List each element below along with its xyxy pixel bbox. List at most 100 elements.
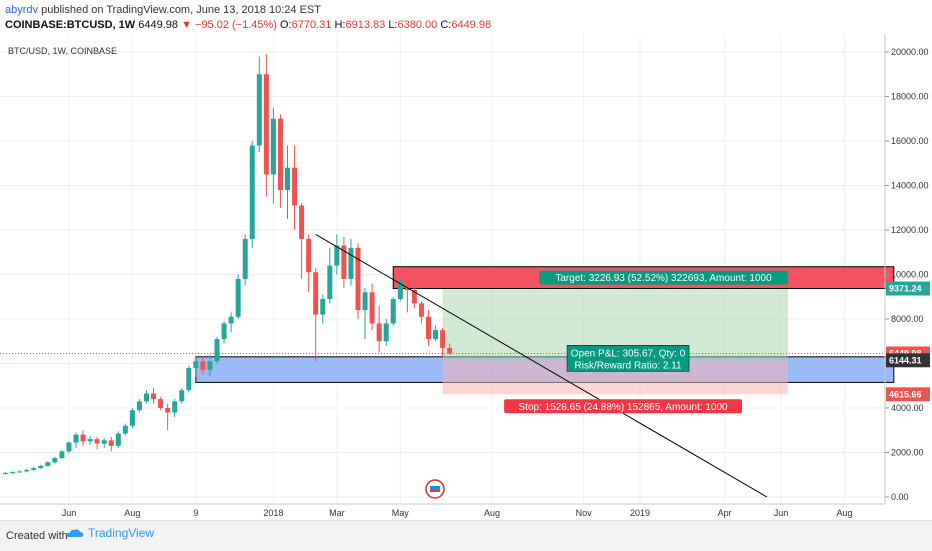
candles: [3, 54, 453, 475]
cloud-icon: [66, 529, 84, 537]
candle-body: [390, 298, 396, 324]
candle-body: [334, 245, 340, 266]
tradingview-logo[interactable]: TradingView: [66, 526, 154, 540]
candle-body: [24, 469, 30, 472]
tradingview-brand-text: TradingView: [88, 526, 155, 540]
ohlc-line: COINBASE:BTCUSD, 1W 6449.98 ▼ −95.02 (−1…: [5, 19, 491, 31]
flag-icon[interactable]: [425, 479, 445, 499]
price-tick-label: 20000.00: [891, 47, 929, 57]
candle-body: [256, 74, 262, 146]
candle-body: [277, 118, 283, 190]
time-tick-label: Apr: [718, 508, 732, 518]
time-axis[interactable]: Jun Aug 9 2018 Mar May Aug Nov 2019 Apr Jun Aug: [62, 508, 853, 518]
candle-body: [214, 339, 220, 362]
footer-bar: Created with TradingView: [0, 520, 932, 551]
candle-body: [80, 434, 86, 442]
candle-body: [306, 238, 312, 273]
candle-body: [348, 247, 354, 279]
price-tag-label: 6144.31: [889, 355, 922, 365]
time-tick-label: Nov: [576, 508, 593, 518]
candle-body: [66, 442, 72, 452]
candle-body: [313, 272, 319, 315]
stop-label-bg: [504, 399, 743, 414]
candle-body: [101, 440, 107, 444]
candle-body: [52, 458, 58, 463]
candle-body: [362, 292, 368, 311]
close-value: 6449.98: [451, 19, 492, 31]
candle-body: [17, 471, 23, 473]
candle-body: [122, 425, 128, 434]
candle-body: [369, 292, 375, 324]
high-value: 6913.83: [345, 19, 386, 31]
candle-body: [433, 330, 439, 340]
candle-body: [426, 316, 431, 340]
price-tick-label: 18000.00: [891, 92, 929, 102]
candle-body: [299, 205, 305, 239]
high-label: H:: [334, 19, 346, 31]
candle-body: [38, 465, 44, 469]
candle-body: [73, 434, 79, 443]
price-tag-label: 9371.24: [889, 283, 922, 293]
candle-body: [129, 410, 135, 426]
time-tick-label: 2018: [263, 508, 283, 518]
time-tick-label: May: [392, 508, 410, 518]
candle-body: [172, 401, 178, 413]
time-tick-label: Jun: [62, 508, 77, 518]
price-tick-label: 0.00: [891, 492, 909, 502]
candle-body: [207, 361, 213, 371]
candle-body: [45, 462, 51, 466]
risk-reward-label: Risk/Reward Ratio: 2.11: [575, 360, 683, 371]
candle-body: [179, 390, 185, 402]
candle-body: [3, 472, 8, 474]
low-value: 6380.00: [397, 19, 438, 31]
candle-body: [87, 439, 93, 442]
price-tag-bg: [886, 353, 930, 368]
candle-body: [108, 440, 114, 446]
open-value: 6770.31: [291, 19, 332, 31]
candle-body: [418, 303, 424, 317]
price-tick-label: 2000.00: [891, 448, 924, 458]
price-tick-label: 14000.00: [891, 181, 929, 191]
candle-body: [249, 145, 255, 239]
open-label: O:: [280, 19, 292, 31]
candle-body: [263, 74, 269, 175]
candle-body: [115, 433, 121, 446]
candle-body: [10, 472, 16, 474]
candle-body: [397, 281, 403, 299]
publish-line: abyrdv published on TradingView.com, Jun…: [5, 4, 321, 16]
chart-header: abyrdv published on TradingView.com, Jun…: [0, 0, 932, 34]
stop-label: Stop: 1528.65 (24.88%) 152865, Amount: 1…: [519, 402, 728, 413]
time-tick-label: Mar: [329, 508, 345, 518]
candle-body: [320, 298, 326, 315]
author-link[interactable]: abyrdv: [5, 4, 39, 16]
time-tick-label: Aug: [124, 508, 140, 518]
created-with-text: Created with: [6, 530, 68, 542]
candle-body: [228, 316, 234, 324]
target-label: Target: 3226.93 (52.52%) 322693, Amount:…: [555, 273, 772, 284]
candle-body: [376, 323, 382, 342]
candle-body: [270, 118, 276, 175]
candle-body: [355, 247, 361, 311]
target-label-bg: [539, 270, 788, 285]
candle-body: [193, 361, 199, 368]
candle-body: [165, 408, 171, 413]
down-arrow-icon: ▼: [181, 19, 192, 31]
pnl-box: [566, 345, 690, 372]
candle-body: [200, 361, 206, 371]
candle-body: [327, 265, 333, 299]
candle-body: [285, 167, 290, 190]
price-tick-label: 12000.00: [891, 225, 929, 235]
close-label: C:: [440, 19, 452, 31]
price-tag-bg: [886, 387, 930, 402]
last-price: 6449.98: [138, 19, 178, 31]
time-tick-label: 9: [193, 508, 198, 518]
candle-body: [292, 167, 298, 206]
price-change: −95.02 (−1.45%): [195, 19, 277, 31]
low-label: L:: [388, 19, 398, 31]
price-chart[interactable]: Target: 3226.93 (52.52%) 322693, Amount:…: [0, 34, 932, 520]
symbol-label: COINBASE:BTCUSD, 1W: [5, 19, 136, 31]
candle-body: [31, 468, 37, 470]
candle-body: [411, 290, 417, 304]
candle-body: [341, 245, 347, 279]
